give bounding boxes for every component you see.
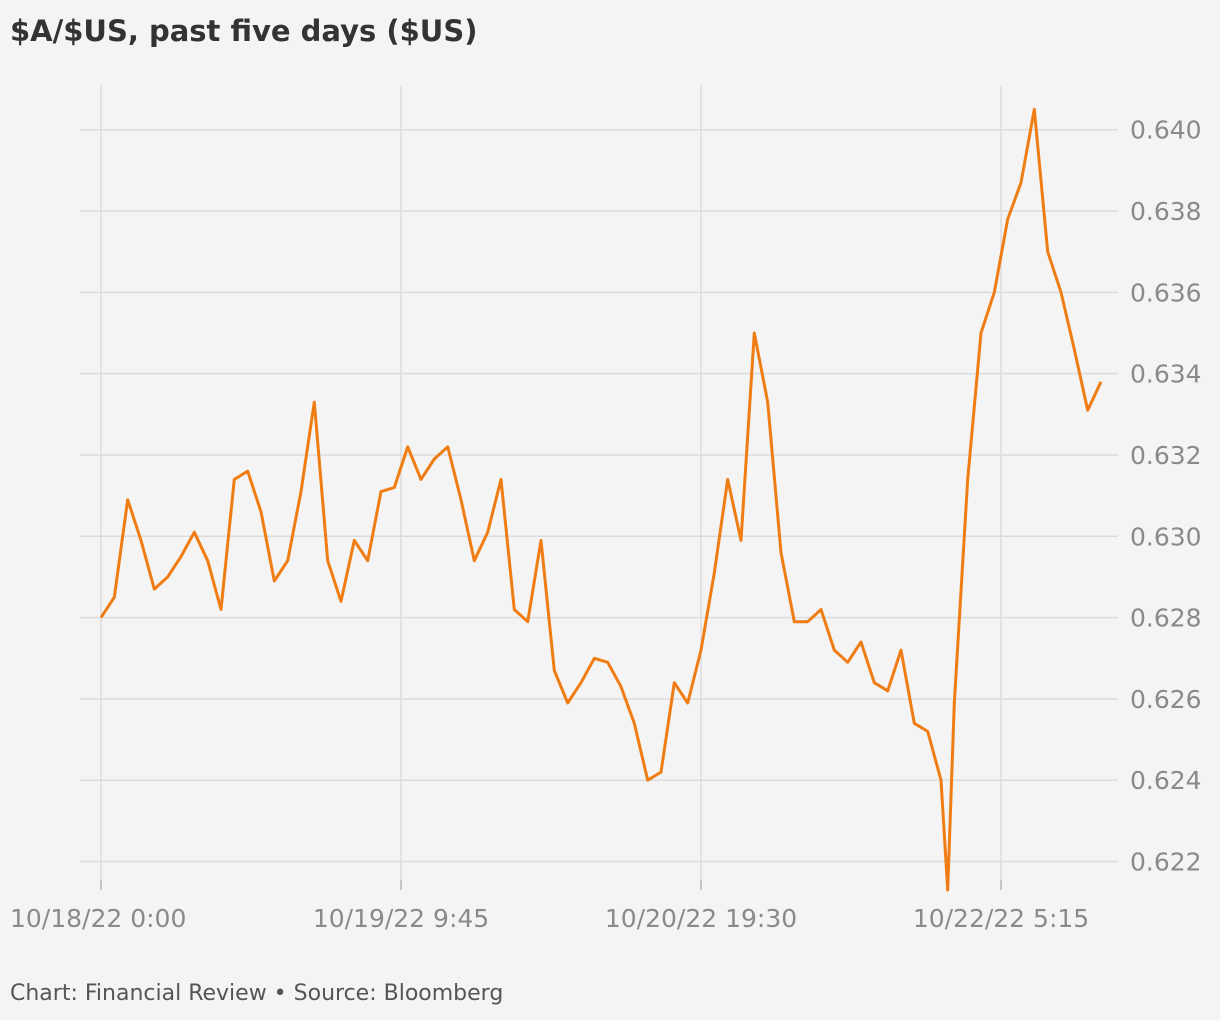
- line: [99, 107, 1103, 892]
- y-tick-label: 0.632: [1130, 441, 1202, 470]
- y-tick-label: 0.640: [1130, 116, 1202, 145]
- chart-footer: Chart: Financial Review • Source: Bloomb…: [10, 981, 503, 1006]
- chart-title: $A/$US, past five days ($US): [10, 14, 477, 48]
- y-tick-label: 0.630: [1130, 522, 1202, 551]
- y-tick-label: 0.634: [1130, 360, 1202, 389]
- y-tick-label: 0.624: [1130, 766, 1202, 795]
- y-tick-label: 0.636: [1130, 278, 1202, 307]
- x-tick-label: 10/20/22 19:30: [605, 904, 797, 933]
- x-tick-label: 10/19/22 9:45: [313, 904, 489, 933]
- y-tick-label: 0.626: [1130, 685, 1202, 714]
- y-tick-label: 0.638: [1130, 197, 1202, 226]
- y-tick-label: 0.628: [1130, 604, 1202, 633]
- x-tick-label: 10/18/22 0:00: [10, 904, 186, 933]
- y-tick-label: 0.622: [1130, 848, 1202, 877]
- x-tick-label: 10/22/22 5:15: [913, 904, 1089, 933]
